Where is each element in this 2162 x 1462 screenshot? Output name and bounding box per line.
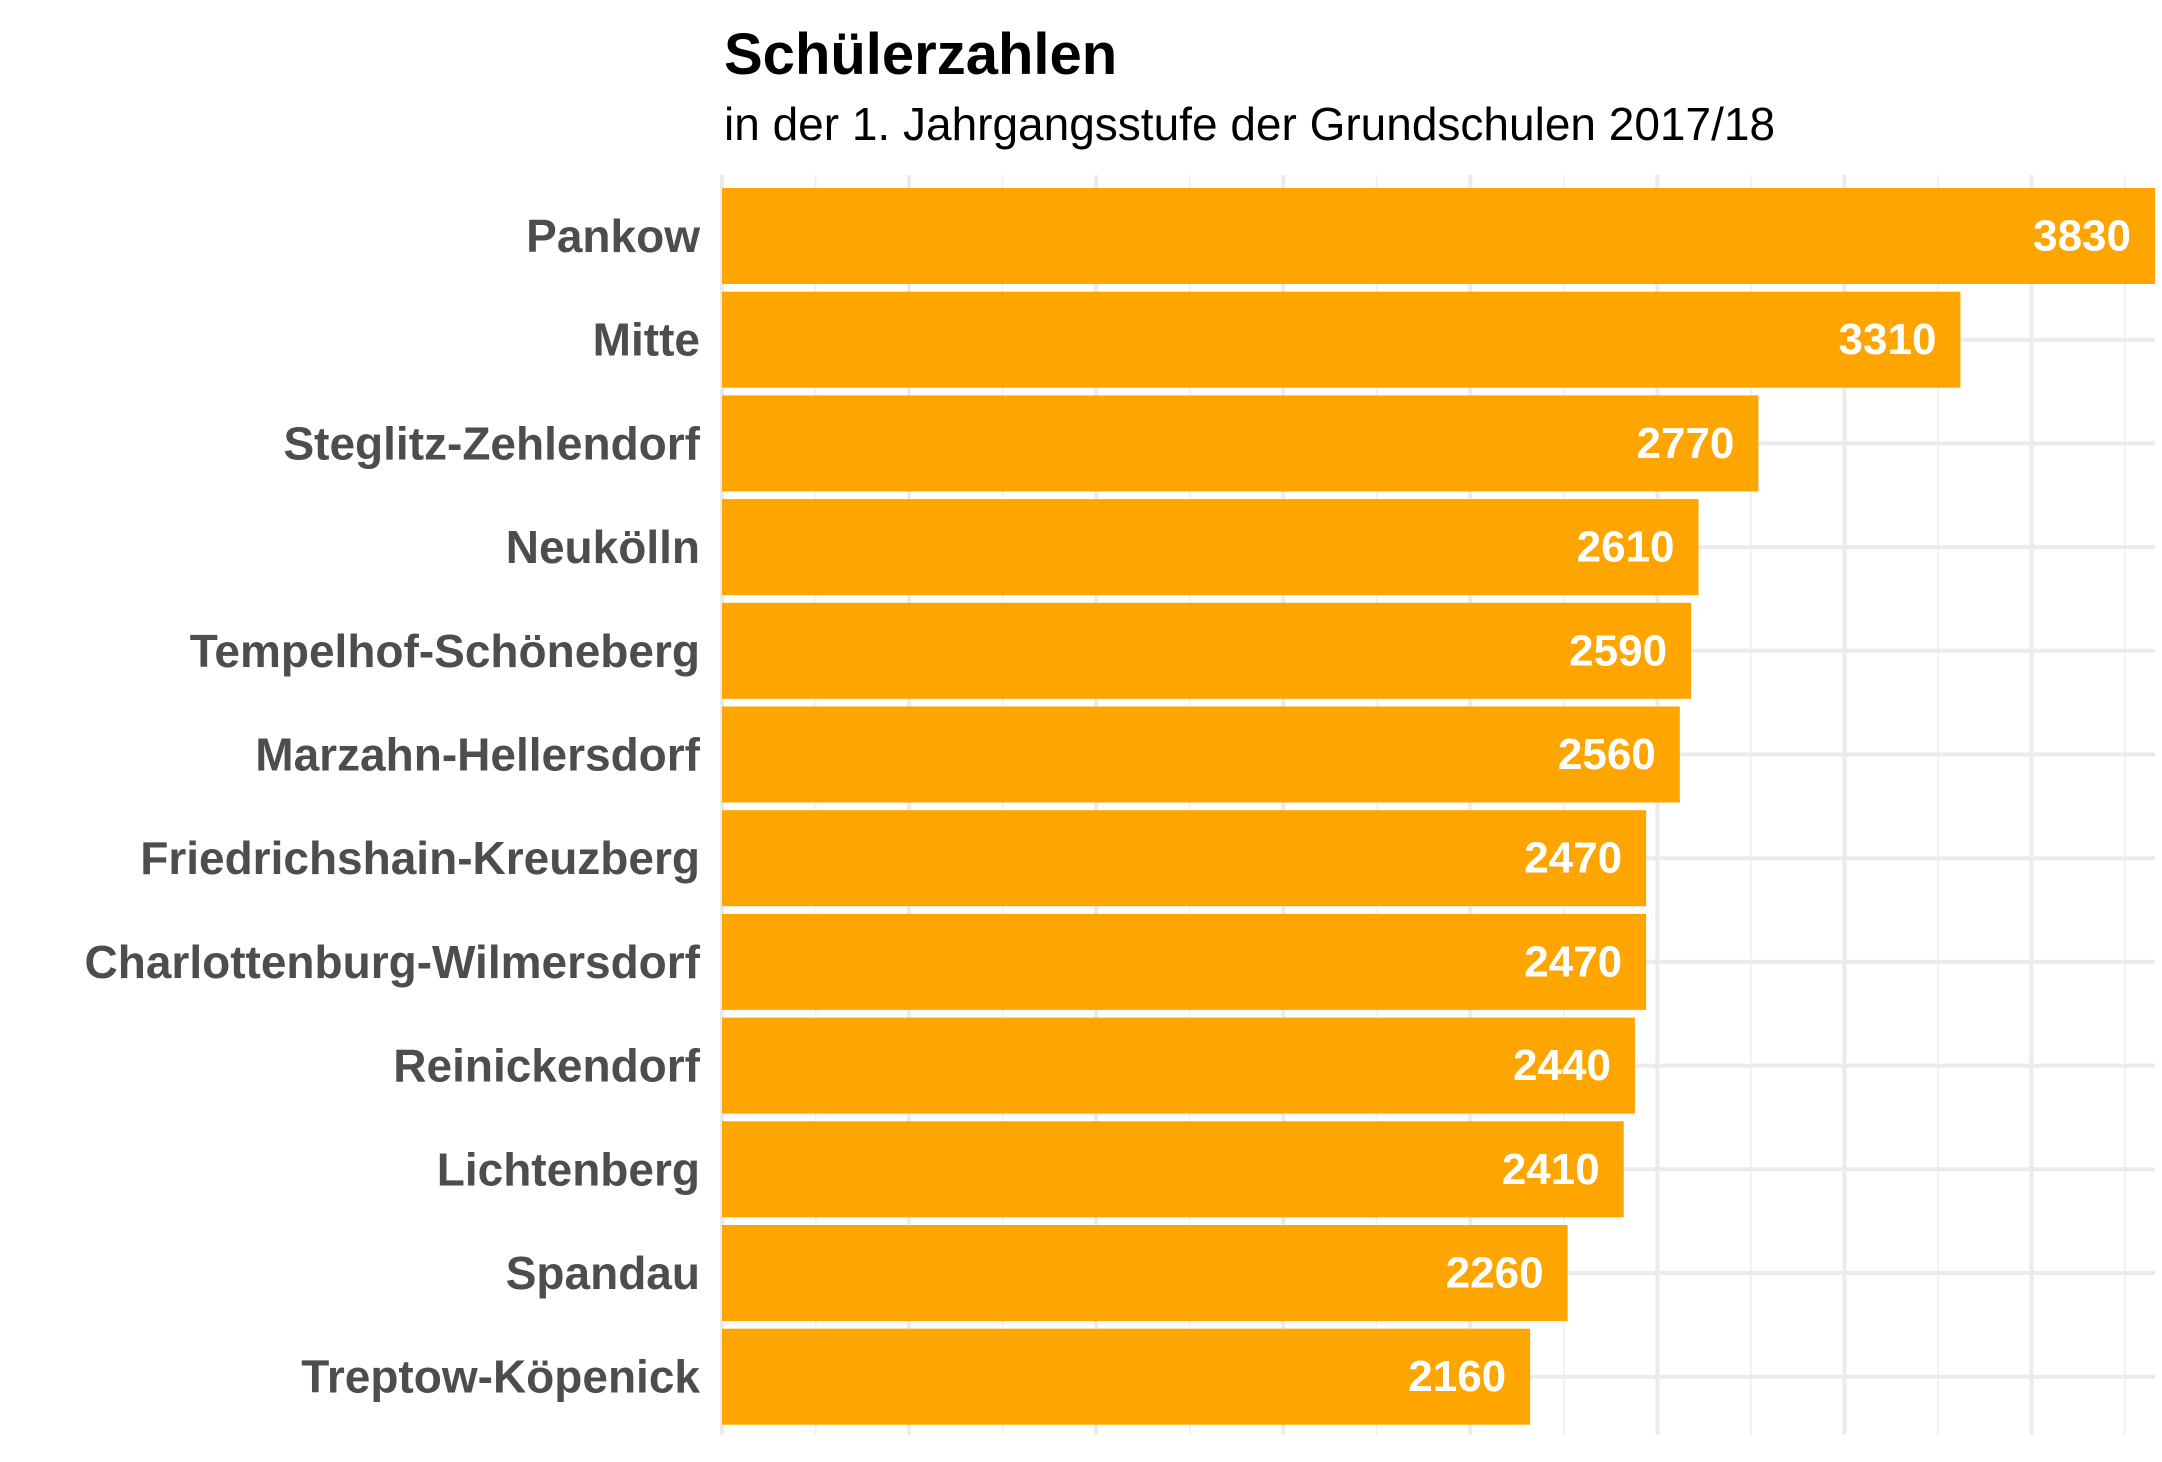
data-label: 2470 [1524, 937, 1622, 986]
category-label: Tempelhof-Schöneberg [190, 625, 700, 677]
bar [722, 706, 1680, 803]
bar [722, 1225, 1568, 1321]
bar [722, 291, 1961, 388]
category-label: Marzahn-Hellersdorf [255, 729, 700, 781]
category-label: Steglitz-Zehlendorf [283, 417, 700, 469]
data-label: 2770 [1637, 419, 1735, 468]
category-label: Spandau [506, 1247, 700, 1299]
category-label: Neukölln [506, 521, 700, 573]
bar [722, 810, 1647, 907]
category-label: Lichtenberg [437, 1143, 700, 1195]
bar [722, 1121, 1624, 1218]
data-label: 2610 [1577, 523, 1675, 572]
bar [722, 1017, 1635, 1114]
value-labels: 3830 3310 2770 2610 2590 2560 2470 2470 2440 2410… [1408, 212, 2131, 1402]
category-label: Pankow [526, 210, 700, 262]
category-label: Friedrichshain-Kreuzberg [140, 832, 700, 884]
data-label: 2560 [1558, 730, 1656, 779]
category-label: Reinickendorf [393, 1040, 700, 1092]
chart-subtitle: in der 1. Jahrgangsstufe der Grundschule… [724, 98, 1775, 150]
bar [722, 913, 1647, 1010]
bar [722, 395, 1759, 492]
data-label: 3310 [1839, 315, 1937, 364]
data-label: 2470 [1524, 834, 1622, 883]
data-label: 2160 [1408, 1352, 1506, 1401]
data-label: 2590 [1569, 626, 1667, 675]
category-label: Mitte [593, 314, 700, 366]
bar [722, 602, 1692, 699]
chart-title: Schülerzahlen [724, 22, 1117, 87]
data-label: 3830 [2033, 212, 2131, 261]
bar [722, 499, 1699, 596]
data-label: 2410 [1502, 1145, 1600, 1194]
data-label: 2440 [1513, 1041, 1611, 1090]
bar [722, 188, 2155, 284]
bar [722, 1328, 1531, 1425]
data-label: 2260 [1446, 1249, 1544, 1298]
category-label: Charlottenburg-Wilmersdorf [85, 936, 701, 988]
category-label: Treptow-Köpenick [301, 1351, 700, 1403]
category-labels: Pankow Mitte Steglitz-Zehlendorf Neukölln Te… [85, 210, 701, 1403]
bars [722, 188, 2155, 1425]
